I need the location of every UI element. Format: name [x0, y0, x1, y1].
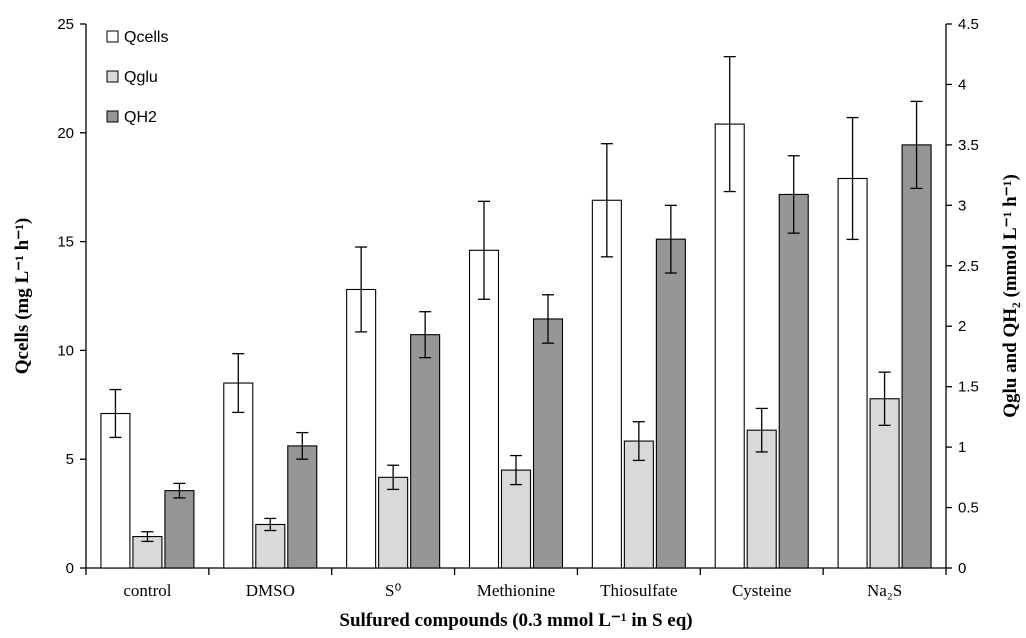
bar-qh2 — [778, 193, 809, 569]
x-tick-label: Thiosulfate — [600, 581, 677, 600]
x-tick-label: Na₂S — [867, 581, 902, 600]
x-tick-label: Methionine — [477, 581, 555, 600]
bar-qglu — [378, 476, 409, 569]
bar-qh2 — [164, 490, 195, 569]
bar-qcells — [100, 412, 131, 569]
left-y-tick-label: 10 — [57, 342, 74, 359]
bar-qglu — [255, 523, 286, 569]
right-y-tick-label: 4 — [958, 76, 966, 93]
ticks: 0 5 10 15 20 25 0 0.5 1 1.5 2 2.5 3 3.5 4 4.5 control DMS… — [57, 16, 979, 600]
right-y-tick-label: 1.5 — [958, 379, 979, 396]
bar-qcells — [591, 199, 622, 569]
left-y-tick-label: 25 — [57, 16, 74, 33]
right-y-tick-label: 4.5 — [958, 16, 979, 33]
bar-qh2 — [410, 334, 441, 569]
bar-qcells — [714, 123, 745, 569]
bar-qh2 — [655, 238, 686, 569]
right-y-tick-label: 2.5 — [958, 258, 979, 275]
left-y-tick-label: 0 — [66, 560, 74, 577]
legend-swatch-qglu — [106, 70, 119, 83]
left-y-tick-label: 20 — [57, 125, 74, 142]
legend-label: QH2 — [124, 109, 157, 126]
bar-qh2 — [532, 318, 564, 569]
legend-swatch-qcells — [106, 30, 119, 43]
bar-qglu — [746, 429, 777, 569]
x-axis-title: Sulfured compounds (0.3 mmol L⁻¹ in S eq… — [339, 610, 692, 631]
bar-qcells — [223, 382, 254, 569]
right-y-tick-label: 3 — [958, 197, 966, 214]
right-y-tick-label: 2 — [958, 318, 966, 335]
bar-qglu — [500, 469, 532, 569]
right-y-axis-title: Qglu and QH₂ (mmol L⁻¹ h⁻¹) — [1000, 174, 1021, 418]
x-tick-label: Cysteine — [732, 581, 792, 600]
x-tick-label: DMSO — [246, 581, 295, 600]
legend-swatch-qh2 — [106, 110, 119, 123]
bar-qcells — [837, 177, 868, 569]
x-tick-label: S⁰ — [385, 581, 401, 600]
bar-qh2 — [287, 445, 318, 569]
right-y-tick-label: 0.5 — [958, 500, 979, 517]
right-y-tick-label: 1 — [958, 439, 966, 456]
legend-label: Qcells — [124, 29, 168, 46]
bar-qh2 — [901, 144, 932, 569]
legend: Qcells Qglu QH2 — [106, 29, 168, 126]
left-y-tick-label: 15 — [57, 234, 74, 251]
bar-qglu — [623, 440, 654, 569]
right-y-tick-label: 0 — [958, 560, 966, 577]
legend-label: Qglu — [124, 69, 158, 86]
left-y-axis-title: Qcells (mg L⁻¹ h⁻¹) — [12, 218, 33, 375]
bar-qglu — [869, 398, 900, 569]
bars — [100, 55, 932, 569]
right-y-tick-label: 3.5 — [958, 137, 979, 154]
x-tick-label: control — [123, 581, 171, 600]
left-y-tick-label: 5 — [66, 451, 74, 468]
